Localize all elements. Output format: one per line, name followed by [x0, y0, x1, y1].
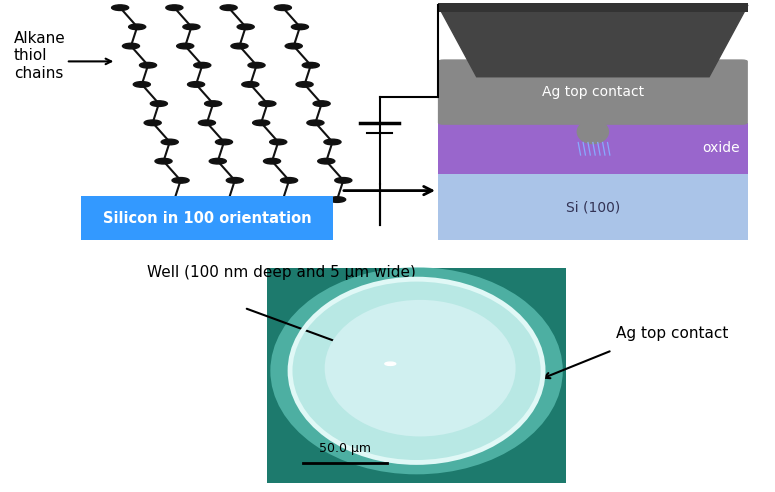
Circle shape — [161, 139, 178, 145]
Bar — [267, 268, 566, 483]
Circle shape — [226, 178, 243, 183]
Circle shape — [133, 82, 150, 87]
Circle shape — [307, 120, 324, 125]
Circle shape — [155, 158, 172, 164]
Circle shape — [122, 43, 140, 49]
Ellipse shape — [577, 119, 609, 144]
Circle shape — [281, 178, 298, 183]
Circle shape — [242, 82, 259, 87]
Circle shape — [253, 120, 270, 125]
Circle shape — [237, 24, 254, 30]
Text: 50.0 μm: 50.0 μm — [319, 442, 371, 455]
Circle shape — [324, 139, 341, 145]
Circle shape — [166, 5, 183, 10]
Bar — [438, 123, 748, 174]
Circle shape — [231, 43, 248, 49]
Polygon shape — [438, 5, 748, 77]
Circle shape — [329, 197, 346, 202]
Circle shape — [270, 139, 287, 145]
Circle shape — [296, 82, 313, 87]
Circle shape — [291, 24, 308, 30]
Circle shape — [215, 139, 232, 145]
Text: Si (100): Si (100) — [566, 200, 620, 214]
Text: oxide: oxide — [702, 141, 740, 155]
Bar — [438, 174, 748, 241]
Circle shape — [144, 120, 161, 125]
Circle shape — [140, 62, 157, 68]
Circle shape — [177, 43, 194, 49]
Circle shape — [166, 197, 183, 202]
Ellipse shape — [291, 280, 542, 461]
Circle shape — [385, 362, 396, 366]
Ellipse shape — [325, 300, 515, 436]
Circle shape — [150, 101, 167, 106]
Circle shape — [209, 158, 226, 164]
Text: Ag top contact: Ag top contact — [542, 85, 644, 99]
Bar — [81, 196, 333, 241]
Circle shape — [313, 101, 330, 106]
Text: Ag top contact: Ag top contact — [616, 326, 728, 341]
Circle shape — [220, 5, 237, 10]
Text: Silicon in 100 orientation: Silicon in 100 orientation — [103, 211, 312, 226]
Circle shape — [220, 197, 237, 202]
Circle shape — [259, 101, 276, 106]
Circle shape — [172, 178, 189, 183]
Ellipse shape — [270, 267, 563, 474]
Circle shape — [302, 62, 319, 68]
Circle shape — [183, 24, 200, 30]
Circle shape — [248, 62, 265, 68]
Circle shape — [264, 158, 281, 164]
Circle shape — [205, 101, 222, 106]
Circle shape — [129, 24, 146, 30]
Circle shape — [194, 62, 211, 68]
Circle shape — [274, 197, 291, 202]
Text: Alkane
thiol
chains: Alkane thiol chains — [14, 31, 66, 81]
Circle shape — [188, 82, 205, 87]
Circle shape — [198, 120, 215, 125]
Circle shape — [112, 5, 129, 10]
Circle shape — [274, 5, 291, 10]
Circle shape — [318, 158, 335, 164]
Circle shape — [285, 43, 302, 49]
FancyBboxPatch shape — [438, 60, 748, 125]
Circle shape — [335, 178, 352, 183]
Text: Well (100 nm deep and 5 μm wide): Well (100 nm deep and 5 μm wide) — [147, 265, 416, 280]
Bar — [438, 2, 748, 11]
